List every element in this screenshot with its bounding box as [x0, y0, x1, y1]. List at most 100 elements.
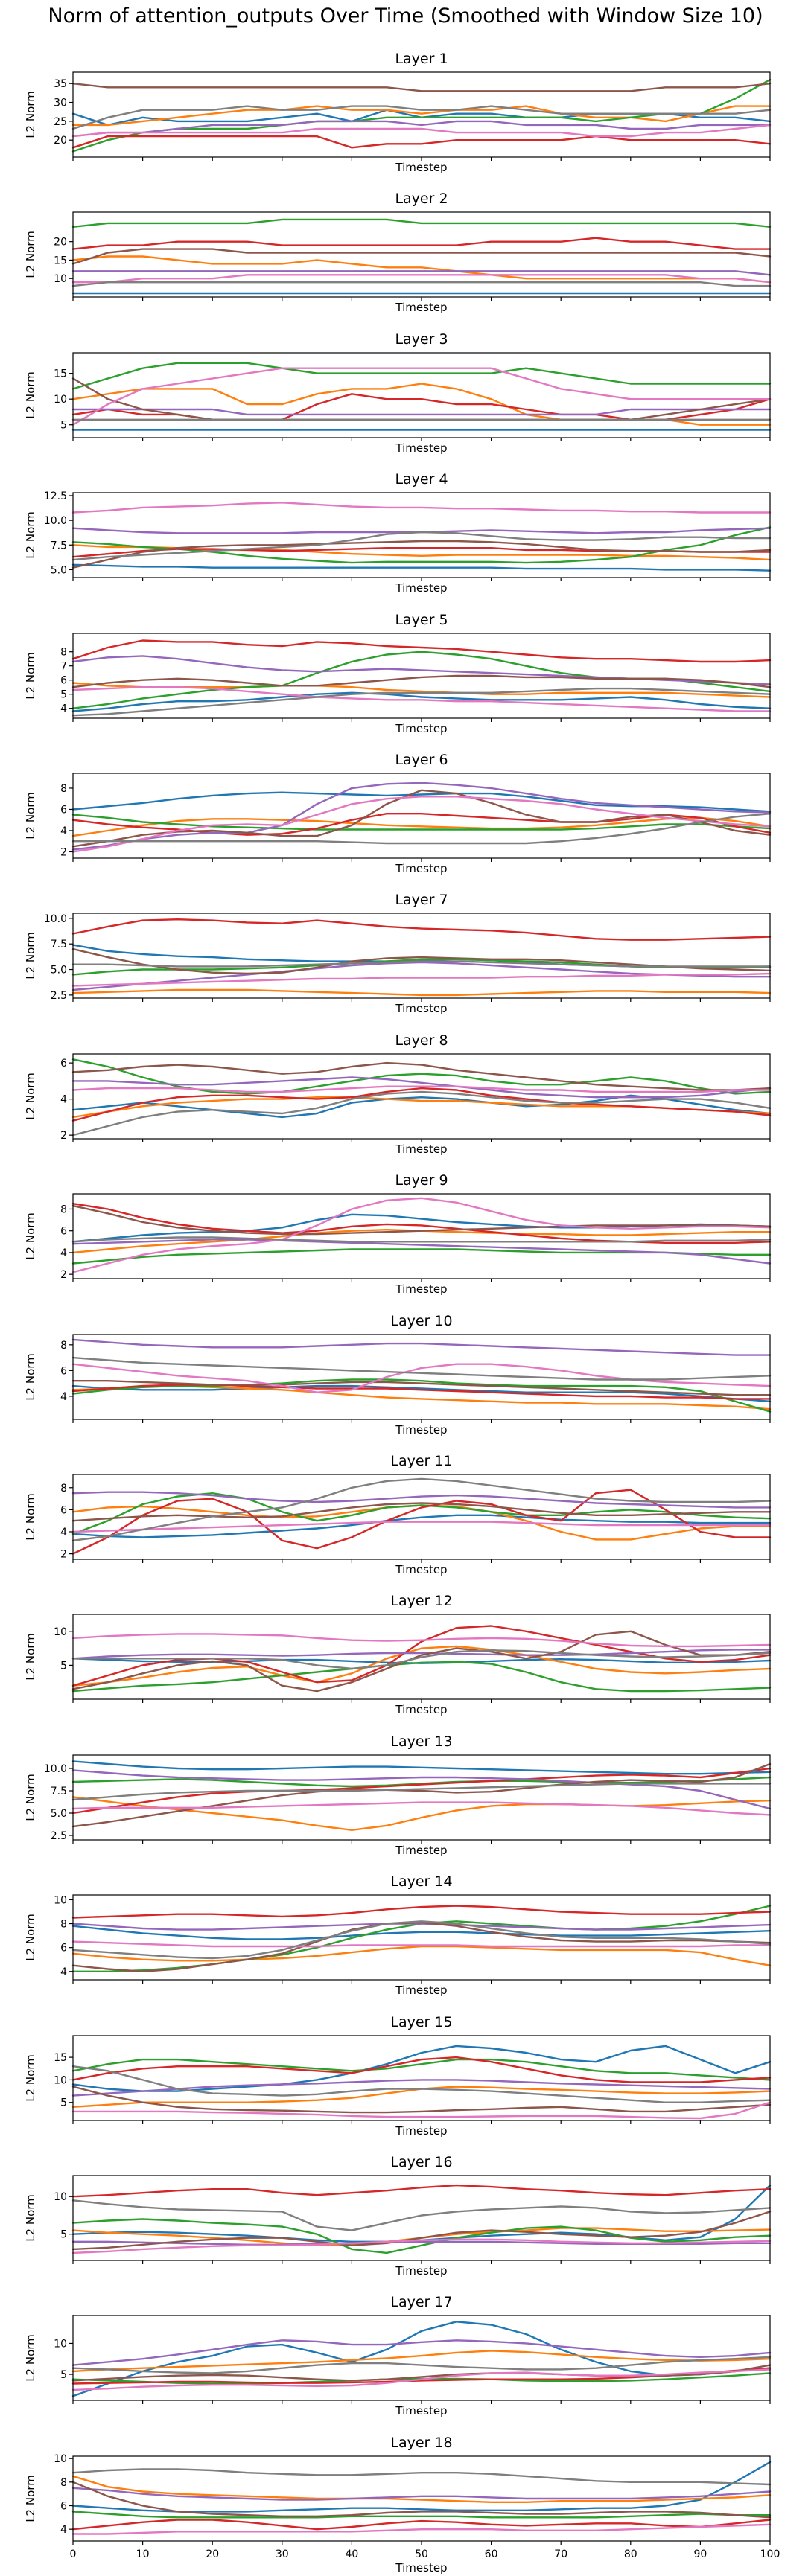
x-axis-label: Timestep	[395, 1282, 447, 1296]
subplot-title: Layer 9	[395, 1172, 448, 1189]
y-axis-label: L2 Norm	[24, 1212, 37, 1260]
subplot-layer-1: Layer 1 20 25 30 35 Timestep L2 Norm	[24, 51, 772, 174]
subplot-title: Layer 16	[390, 2154, 452, 2170]
series-group	[71, 2461, 772, 2535]
x-axis-label: Timestep	[395, 2561, 447, 2575]
series-group	[71, 1477, 772, 1555]
plot-frame	[72, 773, 771, 859]
y-tick-label: 8	[60, 1340, 67, 1352]
series-line-7	[71, 686, 772, 712]
x-tick-label: 90	[693, 2548, 707, 2560]
x-tick-label: 100	[760, 2548, 780, 2560]
series-line-8	[71, 2065, 772, 2103]
series-line-2	[71, 1796, 772, 1832]
subplot-title: Layer 15	[390, 2014, 452, 2030]
y-axis-label: L2 Norm	[24, 1633, 37, 1681]
plot-frame	[72, 2315, 771, 2401]
y-tick-label: 6	[60, 1226, 67, 1238]
series-line-5	[71, 1076, 772, 1099]
y-tick-label: 10	[54, 1626, 67, 1638]
y-tick-label: 10.0	[44, 515, 67, 527]
series-line-1	[71, 1760, 772, 1775]
x-axis-label: Timestep	[395, 1844, 447, 1857]
series-line-6	[71, 2211, 772, 2251]
subplot-title: Layer 2	[395, 191, 448, 207]
series-line-8	[71, 1783, 772, 1801]
series-line-3	[71, 1248, 772, 1265]
y-axis-label: L2 Norm	[24, 91, 37, 138]
series-line-3	[71, 1378, 772, 1413]
y-axis-label: L2 Norm	[24, 2334, 37, 2382]
series-line-3	[71, 1661, 772, 1693]
subplot-title: Layer 7	[395, 892, 448, 908]
series-line-2	[71, 988, 772, 997]
series-line-8	[71, 687, 772, 717]
y-tick-label: 12.5	[44, 490, 67, 502]
y-tick-label: 6	[60, 675, 67, 687]
x-axis-label: Timestep	[395, 301, 447, 314]
series-line-6	[71, 248, 772, 265]
y-tick-label: 6	[60, 1058, 67, 1070]
series-line-2	[71, 255, 772, 284]
y-axis-label: L2 Norm	[24, 511, 37, 559]
x-axis-label: Timestep	[395, 1563, 447, 1576]
series-line-8	[71, 281, 772, 287]
series-line-2	[71, 2350, 772, 2373]
subplot-title: Layer 4	[395, 471, 448, 488]
y-tick-label: 8	[60, 647, 67, 659]
subplot-layer-14: Layer 14 4 6 8 10 Timestep L2 Norm	[24, 1873, 772, 1997]
series-line-2	[71, 383, 772, 426]
y-axis-label: L2 Norm	[24, 1073, 37, 1120]
series-line-7	[71, 124, 772, 138]
series-line-3	[71, 218, 772, 228]
series-line-2	[71, 816, 772, 837]
y-axis-label: L2 Norm	[24, 1914, 37, 1961]
subplot-layer-5: Layer 5 4 5 6 7 8 Timestep L2 Norm	[24, 612, 772, 735]
figure-title: Norm of attention_outputs Over Time (Smo…	[48, 4, 763, 28]
series-line-4	[71, 2056, 772, 2083]
series-line-8	[71, 1477, 772, 1542]
series-line-5	[71, 1239, 772, 1265]
series-line-6	[71, 540, 772, 569]
series-line-8	[71, 531, 772, 561]
series-line-3	[71, 362, 772, 390]
subplot-title: Layer 14	[390, 1873, 452, 1890]
y-tick-label: 4	[60, 2524, 67, 2536]
x-tick-label: 50	[415, 2548, 428, 2560]
x-axis-label: Timestep	[395, 1002, 447, 1015]
series-line-7	[71, 2101, 772, 2120]
y-tick-label: 4	[60, 1966, 67, 1978]
y-tick-label: 5	[60, 2097, 67, 2109]
series-line-3	[71, 78, 772, 153]
plot-frame	[72, 1193, 771, 1279]
y-axis-label: L2 Norm	[24, 792, 37, 840]
subplot-layer-10: Layer 10 4 6 8 Timestep L2 Norm	[24, 1313, 772, 1436]
series-line-5	[71, 270, 772, 276]
series-line-5	[71, 1338, 772, 1356]
y-axis-label: L2 Norm	[24, 2194, 37, 2242]
y-tick-label: 6	[60, 1943, 67, 1955]
series-group	[71, 782, 772, 853]
y-tick-label: 7.5	[51, 1786, 67, 1797]
series-line-7	[71, 367, 772, 426]
y-tick-label: 10.0	[44, 1763, 67, 1775]
series-line-4	[71, 1767, 772, 1815]
series-line-1	[71, 944, 772, 969]
y-axis-label: L2 Norm	[24, 371, 37, 419]
y-tick-label: 8	[60, 783, 67, 795]
y-tick-label: 6	[60, 2501, 67, 2513]
y-tick-label: 10.0	[44, 913, 67, 925]
subplot-layer-15: Layer 15 5 10 15 Timestep L2 Norm	[24, 2014, 772, 2138]
subplot-layer-17: Layer 17 5 10 Timestep L2 Norm	[24, 2294, 772, 2417]
subplot-layer-9: Layer 9 2 4 6 8 Timestep L2 Norm	[24, 1172, 772, 1296]
series-line-5	[71, 408, 772, 416]
subplot-title: Layer 12	[390, 1593, 452, 1609]
series-line-7	[71, 274, 772, 284]
y-axis-label: L2 Norm	[24, 2054, 37, 2102]
plot-frame	[72, 633, 771, 719]
series-line-6	[71, 1502, 772, 1522]
series-group	[71, 639, 772, 717]
series-line-6	[71, 82, 772, 92]
plot-frame	[72, 492, 771, 578]
series-line-3	[71, 1492, 772, 1535]
